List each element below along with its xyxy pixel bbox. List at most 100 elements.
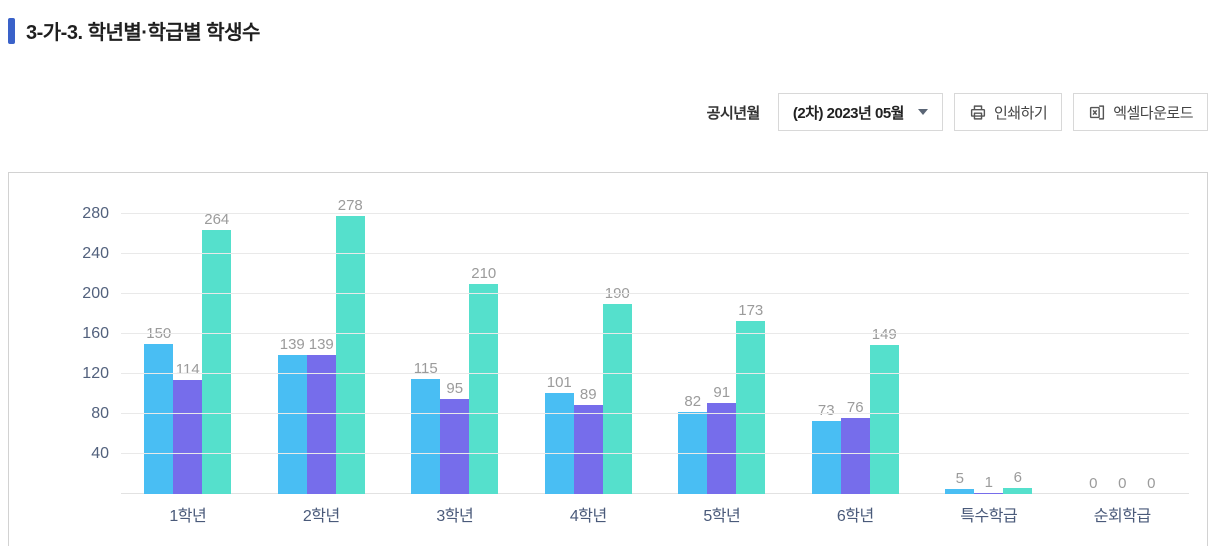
bar xyxy=(277,355,307,494)
bar xyxy=(202,230,232,494)
bar-column: 6 xyxy=(1003,469,1033,494)
bar xyxy=(144,344,174,494)
gridline xyxy=(121,213,1189,214)
bar-column: 89 xyxy=(573,386,603,494)
bar-column: 173 xyxy=(736,302,766,494)
x-axis-line xyxy=(121,493,1189,494)
plot-area: 150 114 264 139 139 278 115 95 210 101 89 190 82 91 17… xyxy=(82,194,1189,494)
period-select-value: (2차) 2023년 05월 xyxy=(792,104,905,122)
bar xyxy=(573,405,603,494)
bar-column: 101 xyxy=(544,374,574,494)
bar-value-label: 95 xyxy=(446,380,464,397)
bar xyxy=(335,216,365,494)
bar-column: 91 xyxy=(707,384,737,494)
bar-value-label: 5 xyxy=(955,470,964,487)
bar-value-label: 82 xyxy=(684,393,702,410)
bar-column: 0 xyxy=(1137,475,1166,494)
toolbar: 공시년월 (2차) 2023년 05월 인쇄하기 xyxy=(707,93,1208,131)
bar xyxy=(411,379,441,494)
period-label: 공시년월 xyxy=(706,104,761,122)
bar-group: 73 76 149 xyxy=(789,194,923,494)
bar-value-label: 173 xyxy=(738,302,764,319)
bar-column: 264 xyxy=(202,211,232,494)
y-tick-label: 160 xyxy=(82,325,109,342)
bar-column: 114 xyxy=(173,361,203,494)
bar-value-label: 149 xyxy=(871,326,897,343)
x-category-label: 6학년 xyxy=(836,508,874,525)
bar-value-label: 91 xyxy=(713,384,731,401)
bar-groups: 150 114 264 139 139 278 115 95 210 101 89 190 82 91 17… xyxy=(121,194,1189,494)
bar-column: 82 xyxy=(678,393,708,494)
bar xyxy=(707,403,737,494)
y-tick-label: 40 xyxy=(91,445,109,462)
bar-group: 101 89 190 xyxy=(522,194,656,494)
excel-download-button[interactable]: 엑셀다운로드 xyxy=(1073,93,1208,131)
bar-column: 139 xyxy=(277,336,307,494)
bar-value-label: 114 xyxy=(175,361,200,378)
bar-group: 139 139 278 xyxy=(255,194,389,494)
y-tick-label: 280 xyxy=(82,205,109,222)
bar-group: 82 91 173 xyxy=(655,194,789,494)
gridline xyxy=(121,373,1189,374)
printer-icon xyxy=(969,104,987,121)
bar xyxy=(173,380,203,494)
bar-value-label: 1 xyxy=(984,474,993,491)
chevron-down-icon xyxy=(917,109,928,115)
x-category-label: 순회학급 xyxy=(1093,508,1151,525)
bar-value-label: 115 xyxy=(413,360,438,377)
bar-value-label: 0 xyxy=(1147,475,1156,492)
bar-column: 73 xyxy=(811,402,841,494)
print-button[interactable]: 인쇄하기 xyxy=(953,93,1063,131)
bar-column: 278 xyxy=(335,197,365,494)
bar-column: 139 xyxy=(306,336,336,494)
bar xyxy=(811,421,841,494)
y-tick-label: 120 xyxy=(82,365,109,382)
y-tick-label: 80 xyxy=(91,405,109,422)
bar-group: 0 0 0 xyxy=(1056,194,1190,494)
bar-column: 190 xyxy=(602,285,632,494)
gridline xyxy=(121,453,1189,454)
bar-value-label: 0 xyxy=(1118,475,1127,492)
bar-value-label: 73 xyxy=(817,402,835,419)
gridline xyxy=(121,333,1189,334)
bar xyxy=(869,345,899,494)
bar-column: 150 xyxy=(144,325,174,494)
bar xyxy=(1003,488,1033,494)
bar-column: 95 xyxy=(440,380,470,494)
x-axis-labels: 1학년 2학년 3학년 4학년 5학년 6학년 특수학급 순회학급 xyxy=(121,502,1189,526)
excel-download-button-label: 엑셀다운로드 xyxy=(1113,104,1193,122)
gridline xyxy=(121,293,1189,294)
bar-column: 76 xyxy=(840,399,870,494)
bar-column: 0 xyxy=(1108,475,1137,494)
bar-column: 1 xyxy=(974,474,1004,494)
bar-value-label: 89 xyxy=(579,386,597,403)
bar-group: 115 95 210 xyxy=(388,194,522,494)
x-category-label: 5학년 xyxy=(703,508,741,525)
bar-value-label: 139 xyxy=(308,336,334,353)
bar-value-label: 210 xyxy=(471,265,497,282)
period-select[interactable]: (2차) 2023년 05월 xyxy=(777,93,943,131)
bar xyxy=(469,284,499,494)
bar-column: 115 xyxy=(411,360,441,494)
bar-value-label: 278 xyxy=(337,197,363,214)
bar xyxy=(736,321,766,494)
bar xyxy=(840,418,870,494)
bar-value-label: 0 xyxy=(1089,475,1098,492)
bar-value-label: 6 xyxy=(1013,469,1022,486)
bar xyxy=(602,304,632,494)
bar xyxy=(544,393,574,494)
x-category-label: 특수학급 xyxy=(960,508,1018,525)
bar-group: 5 1 6 xyxy=(922,194,1056,494)
excel-icon xyxy=(1088,104,1106,121)
page-title: 3-가-3. 학년별·학급별 학생수 xyxy=(26,22,260,44)
x-category-label: 4학년 xyxy=(569,508,607,525)
bar xyxy=(306,355,336,494)
chart-container: 150 114 264 139 139 278 115 95 210 101 89 190 82 91 17… xyxy=(8,172,1208,546)
y-tick-label: 200 xyxy=(82,285,109,302)
bar-column: 149 xyxy=(869,326,899,494)
title-accent-bar xyxy=(8,17,15,44)
gridline xyxy=(121,413,1189,414)
bar-group: 150 114 264 xyxy=(121,194,255,494)
x-category-label: 1학년 xyxy=(169,508,207,525)
